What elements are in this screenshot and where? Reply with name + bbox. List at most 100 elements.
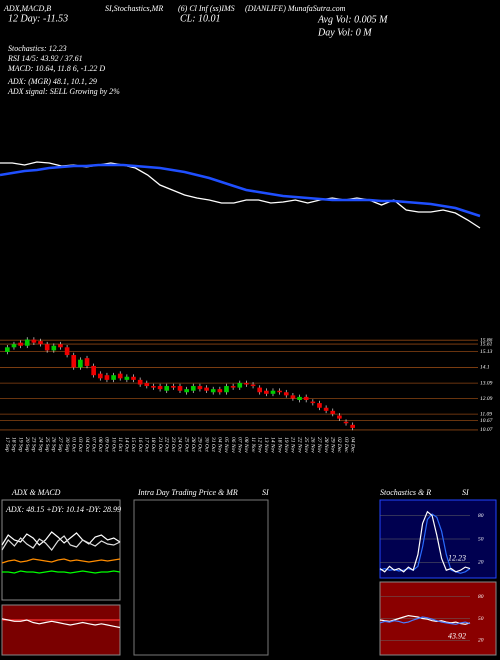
candle-body (104, 375, 110, 380)
x-tick-label: 21 Nov (290, 437, 296, 453)
stat: RSI 14/5: 43.92 / 37.61 (7, 54, 83, 63)
x-tick-label: 12 Nov (256, 437, 262, 453)
x-tick-label: 27 Nov (316, 437, 322, 453)
candle-body (38, 341, 43, 345)
x-tick-label: 28 Nov (323, 437, 329, 453)
candle-body (270, 390, 276, 394)
x-tick-label: 04 Oct (84, 437, 91, 452)
candle-body (144, 382, 150, 387)
x-tick-label: 21 Oct (157, 437, 163, 452)
candle-body (58, 344, 63, 348)
candle-body (197, 386, 203, 390)
candle-body (323, 407, 329, 411)
series-line (2, 570, 121, 574)
candle-body (303, 396, 309, 400)
candle-body (290, 395, 296, 399)
candle-body (283, 392, 289, 396)
x-tick-label: 31 Oct (210, 436, 216, 452)
avg-vol: Avg Vol: 0.005 M (317, 14, 388, 25)
candle-body (111, 375, 116, 380)
candle-body (171, 386, 176, 388)
x-tick-label: 06 Nov (230, 437, 236, 453)
x-tick-label: 24 Oct (177, 437, 184, 452)
stat: MACD: 10.64, 11.8 6, -1.22 D (7, 64, 105, 73)
x-tick-label: 17 Oct (144, 437, 150, 452)
series-line (0, 163, 481, 218)
day-change: 12 Day: -11.53 (8, 13, 68, 24)
x-tick-label: 29 Nov (329, 437, 335, 453)
x-tick-label: 14 Oct (124, 437, 131, 452)
x-tick-label: 23 Sep (31, 437, 37, 452)
x-tick-label: 25 Nov (303, 437, 309, 453)
y-tick-label: 15.86 (480, 337, 493, 343)
x-tick-label: 29 Oct (197, 437, 203, 452)
series-line (1, 531, 121, 546)
candle-body (164, 386, 170, 391)
y-tick-label: 20 (478, 560, 484, 566)
x-tick-label: 13 Nov (263, 437, 269, 453)
candle-body (18, 342, 23, 346)
candle-body (217, 389, 223, 393)
candle-body (277, 390, 282, 393)
x-tick-label: 18 Oct (150, 437, 156, 452)
header-text: (DIANLIFE) MunafaSutra.com (245, 4, 346, 13)
candle-body (124, 376, 130, 380)
x-tick-label: 05 Nov (223, 437, 229, 453)
candle-body (97, 373, 103, 379)
x-tick-label: 20 Sep (24, 437, 30, 452)
candle-body (337, 415, 342, 419)
x-tick-label: 02 Dec (336, 437, 342, 453)
x-tick-label: 04 Nov (217, 437, 224, 453)
intraday-panel (133, 499, 269, 656)
day-vol: Day Vol: 0 M (317, 27, 372, 38)
candle-body (31, 339, 37, 343)
y-tick-label: 12.09 (480, 396, 493, 402)
y-tick-label: 11.09 (480, 411, 492, 417)
x-tick-label: 19 Sep (17, 437, 23, 452)
stat: ADX signal: SELL Growing by 2% (7, 87, 120, 96)
x-tick-label: 25 Sep (44, 437, 50, 452)
candle-body (210, 389, 216, 393)
close-price: CL: 10.01 (180, 13, 221, 24)
x-tick-label: 03 Oct (77, 437, 83, 452)
series-line (379, 616, 471, 625)
x-tick-label: 25 Oct (183, 437, 189, 452)
x-tick-label: 07 Oct (90, 437, 96, 452)
y-tick-label: 14.1 (480, 364, 490, 371)
x-tick-label: 01 Oct (70, 437, 76, 452)
x-tick-label: 26 Nov (310, 437, 316, 453)
y-tick-label: 13.09 (480, 380, 493, 386)
candle-body (250, 384, 256, 387)
x-tick-label: 24 Sep (37, 437, 44, 452)
y-tick-label: 10.67 (480, 418, 493, 424)
x-tick-label: 23 Oct (170, 437, 176, 452)
candle-body (310, 401, 316, 404)
x-tick-label: 30 Sep (64, 436, 70, 452)
candle-body (44, 344, 50, 351)
y-tick-label: 15.13 (480, 349, 493, 355)
candle-body (317, 403, 322, 408)
header-text: (6) Cl Inf (ss)IMS (178, 4, 235, 13)
y-tick-label: 10.07 (480, 427, 493, 433)
x-tick-label: 17 Sep (4, 437, 10, 452)
candle-body (157, 386, 163, 390)
stat: ADX: (MGR) 48.1, 10.1, 29 (7, 77, 97, 86)
annotation: ADX: 48.15 +DY: 10.14 -DY: 28.99 (5, 505, 121, 514)
candle-body (264, 390, 269, 394)
x-tick-label: 18 Sep (11, 437, 17, 452)
panel-title: SI (462, 488, 469, 497)
candle-body (184, 389, 189, 393)
x-tick-label: 26 Sep (51, 437, 57, 452)
y-tick-label: 20 (478, 638, 484, 644)
series-line (1, 618, 121, 629)
x-tick-label: 22 Nov (296, 437, 302, 453)
candle-body (151, 386, 156, 388)
candle-body (51, 345, 57, 351)
panel-title: Intra Day Trading Price & MR (137, 488, 238, 497)
candle-body (78, 359, 83, 368)
stat: Stochastics: 12.23 (8, 44, 67, 53)
x-tick-label: 14 Nov (270, 437, 277, 453)
x-tick-label: 07 Nov (237, 437, 243, 453)
x-tick-label: 27 Sep (57, 437, 63, 452)
